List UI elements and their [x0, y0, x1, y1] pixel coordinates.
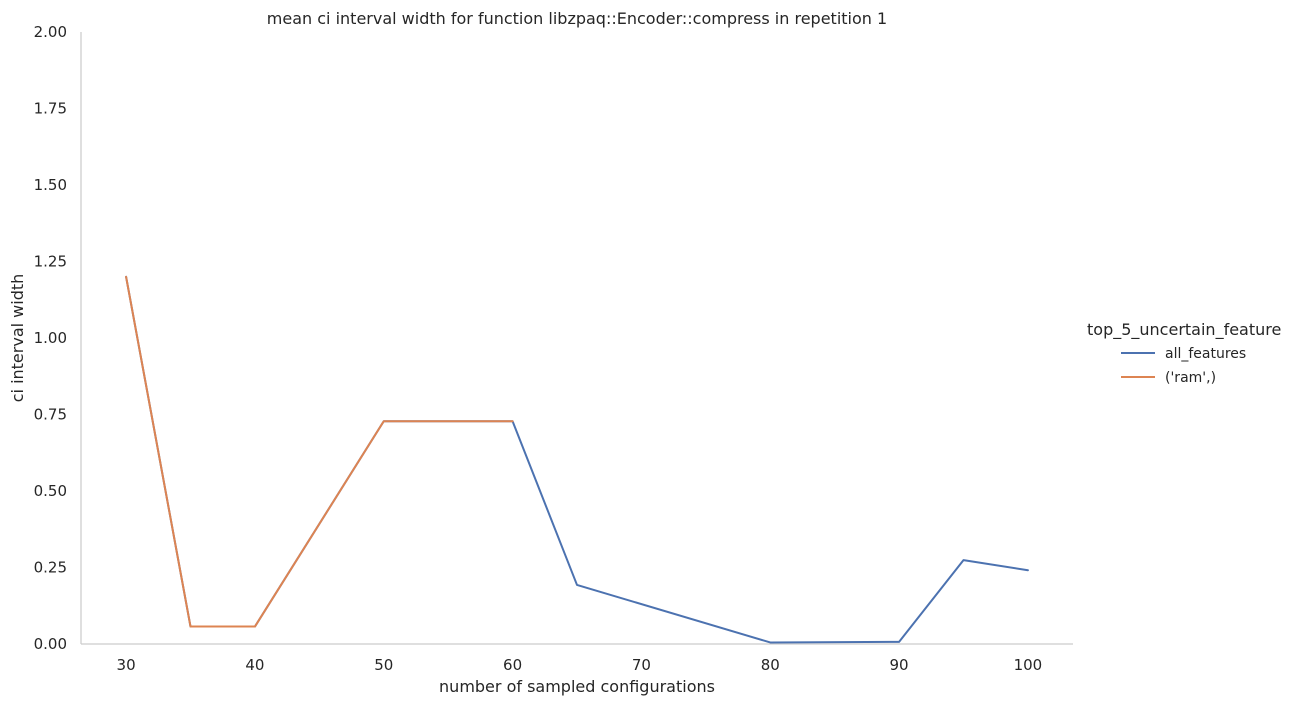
y-tick-label: 1.75	[34, 100, 67, 118]
legend-title: top_5_uncertain_feature	[1087, 320, 1281, 340]
x-tick-label: 80	[761, 656, 780, 674]
x-tick-label: 60	[503, 656, 522, 674]
x-tick-label: 40	[245, 656, 264, 674]
y-tick-label: 0.25	[34, 559, 67, 577]
x-tick-label: 30	[117, 656, 136, 674]
y-tick-label: 0.75	[34, 406, 67, 424]
y-axis-title: ci interval width	[8, 274, 27, 403]
y-tick-label: 1.25	[34, 253, 67, 271]
legend-label-0: all_features	[1165, 346, 1246, 362]
series-line-0	[125, 275, 1029, 644]
x-tick-label: 100	[1014, 656, 1043, 674]
series-lines	[125, 275, 1029, 644]
y-tick-label: 2.00	[34, 23, 67, 41]
chart-title: mean ci interval width for function libz…	[267, 9, 887, 28]
y-tick-label: 1.50	[34, 176, 67, 194]
x-tick-labels: 30 40 50 60 70 80 90 100	[117, 656, 1043, 674]
y-tick-labels: 0.00 0.25 0.50 0.75 1.00 1.25 1.50 1.75 2.00	[34, 23, 67, 653]
legend-items: all_features ('ram',)	[1121, 346, 1246, 386]
x-axis-title: number of sampled configurations	[439, 677, 715, 696]
x-tick-label: 90	[890, 656, 909, 674]
x-tick-label: 50	[374, 656, 393, 674]
y-tick-label: 0.50	[34, 482, 67, 500]
y-tick-label: 1.00	[34, 329, 67, 347]
axes	[80, 32, 1073, 645]
legend-label-1: ('ram',)	[1165, 370, 1216, 386]
y-tick-label: 0.00	[34, 635, 67, 653]
series-line-1	[125, 275, 514, 628]
legend: top_5_uncertain_feature all_features ('ra…	[1087, 320, 1281, 386]
x-tick-label: 70	[632, 656, 651, 674]
